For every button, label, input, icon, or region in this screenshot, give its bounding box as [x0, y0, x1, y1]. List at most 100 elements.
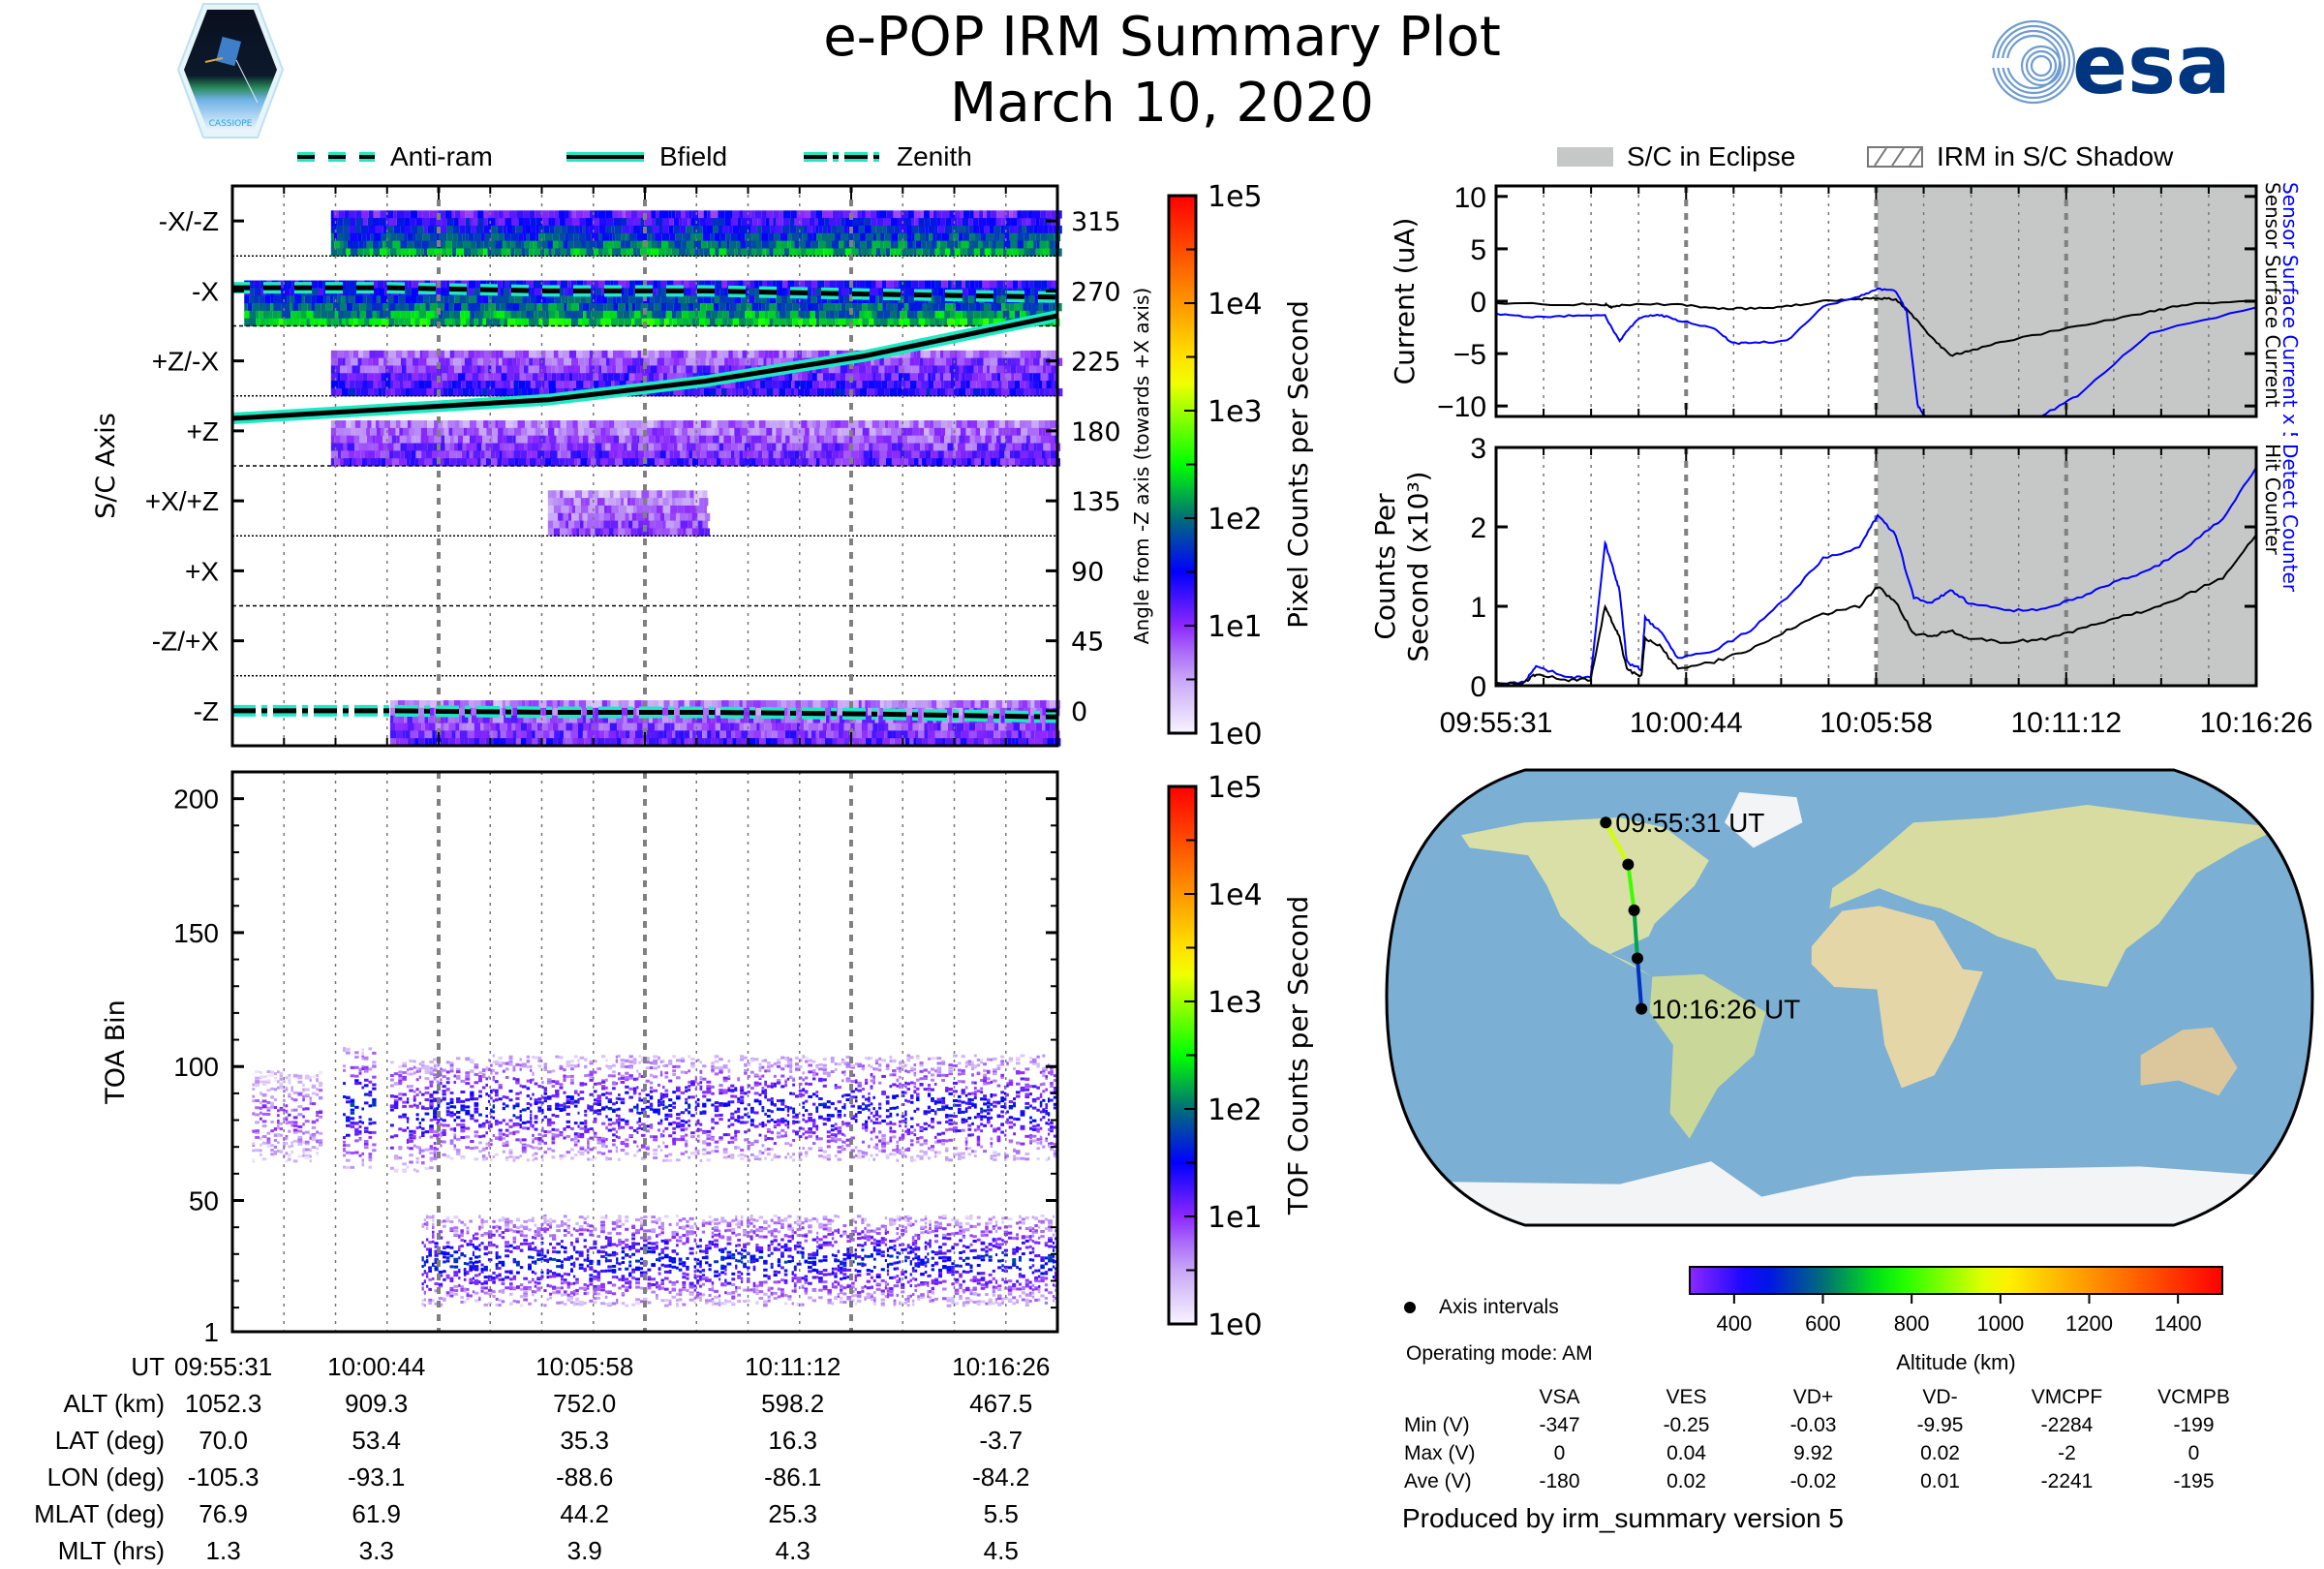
- spectrogram-cell: [286, 1122, 289, 1124]
- spectrogram-cell: [665, 351, 671, 358]
- spectrogram-cell: [784, 288, 787, 295]
- spectrogram-cell: [988, 420, 994, 428]
- spectrogram-cell: [844, 444, 849, 451]
- y-tick-label: -Z/+X: [152, 627, 220, 657]
- spectrogram-cell: [944, 311, 950, 319]
- spectrogram-cell: [260, 1092, 262, 1094]
- spectrogram-cell: [319, 288, 322, 295]
- spectrogram-cell: [521, 730, 526, 738]
- spectrogram-cell: [920, 358, 924, 366]
- spectrogram-cell: [736, 420, 743, 428]
- spectrogram-cell: [351, 1152, 354, 1154]
- spectrogram-cell: [568, 513, 571, 521]
- spectrogram-cell: [549, 436, 556, 444]
- spectrogram-cell: [633, 428, 636, 436]
- spectrogram-cell: [476, 444, 481, 451]
- spectrogram-cell: [411, 226, 417, 233]
- spectrogram-cell: [333, 303, 341, 311]
- spectrogram-cell: [657, 288, 662, 295]
- spectrogram-cell: [361, 1086, 363, 1089]
- spectrogram-cell: [274, 1133, 277, 1136]
- spectrogram-cell: [454, 444, 458, 451]
- spectrogram-cell: [982, 444, 989, 451]
- spectrogram-cell: [970, 700, 974, 708]
- spectrogram-cell: [361, 428, 366, 436]
- spectrogram-cell: [681, 241, 687, 249]
- spectrogram-cell: [749, 288, 756, 295]
- spectrogram-cell: [346, 1152, 351, 1154]
- spectrogram-cell: [683, 233, 687, 241]
- spectrogram-cell: [461, 303, 468, 311]
- spectrogram-cell: [966, 351, 973, 358]
- spectrogram-cell: [310, 1155, 312, 1158]
- spectrogram-cell: [311, 295, 316, 303]
- spectrogram-cell: [755, 311, 759, 319]
- spectrogram-cell: [637, 723, 643, 731]
- spectrogram-cell: [266, 1137, 270, 1140]
- spectrogram-cell: [558, 241, 563, 249]
- spectrogram-cell: [346, 1048, 351, 1051]
- spectrogram-cell: [670, 506, 677, 513]
- spectrogram-cell: [668, 241, 674, 249]
- spectrogram-cell: [985, 436, 992, 444]
- y-right-tick-label: 270: [1071, 277, 1121, 307]
- spectrogram-cell: [972, 444, 977, 451]
- spectrogram-cell: [823, 723, 827, 731]
- spectrogram-cell: [394, 444, 401, 451]
- spectrogram-cell: [473, 428, 478, 436]
- spectrogram-cell: [377, 428, 381, 436]
- spectrogram-cell: [919, 226, 925, 233]
- spectrogram-cell: [688, 210, 691, 218]
- spectrogram-cell: [273, 303, 281, 311]
- spectrogram-cell: [381, 373, 383, 381]
- spectrogram-cell: [1043, 365, 1046, 373]
- spectrogram-cell: [884, 730, 887, 738]
- spectrogram-cell: [270, 1153, 274, 1155]
- spectrogram-cell: [401, 420, 408, 428]
- spectrogram-cell: [973, 226, 976, 233]
- spectrogram-cell: [823, 373, 830, 381]
- spectrogram-cell: [552, 233, 560, 241]
- spectrogram-cell: [455, 730, 459, 738]
- spectrogram-cell: [576, 381, 584, 388]
- spectrogram-cell: [588, 490, 593, 498]
- spectrogram-cell: [557, 490, 560, 498]
- spectrogram-cell: [729, 311, 735, 319]
- spectrogram-cell: [364, 241, 367, 249]
- spectrogram-cell: [286, 1119, 289, 1122]
- legend-zenith-label: Zenith: [897, 141, 972, 172]
- spectrogram-cell: [354, 1079, 358, 1082]
- spectrogram-cell: [794, 351, 797, 358]
- spectrogram-cell: [515, 295, 523, 303]
- spectrogram-cell: [815, 444, 822, 451]
- spectrogram-cell: [886, 281, 893, 289]
- spectrogram-cell: [357, 365, 360, 373]
- spectrogram-cell: [277, 1080, 280, 1083]
- spectrogram-cell: [586, 241, 590, 249]
- spectrogram-cell: [872, 700, 876, 708]
- spectrogram-cell: [870, 210, 875, 218]
- spectrogram-cell: [649, 490, 653, 498]
- spectrogram-cell: [907, 226, 912, 233]
- spectrogram-cell: [411, 311, 414, 319]
- spectrogram-cell: [419, 1125, 421, 1128]
- spectrogram-cell: [1040, 241, 1046, 249]
- spectrogram-cell: [865, 226, 872, 233]
- spectrogram-cell: [274, 1088, 277, 1091]
- spectrogram-cell: [343, 1049, 346, 1052]
- spectrogram-cell: [558, 513, 564, 521]
- spectrogram-cell: [707, 210, 711, 218]
- spectrogram-cell: [1012, 436, 1016, 444]
- spectrogram-cell: [941, 210, 949, 218]
- spectrogram-cell: [712, 420, 718, 428]
- spectrogram-cell: [813, 450, 817, 458]
- spectrogram-cell: [692, 450, 696, 458]
- spectrogram-cell: [549, 303, 557, 311]
- spectrogram-cell: [596, 303, 604, 311]
- spectrogram-cell: [834, 365, 840, 373]
- spectrogram-cell: [377, 351, 384, 358]
- spectrogram-cell: [632, 358, 639, 366]
- spectrogram-cell: [378, 381, 382, 388]
- spectrogram-cell: [654, 373, 659, 381]
- spectrogram-cell: [354, 1123, 358, 1125]
